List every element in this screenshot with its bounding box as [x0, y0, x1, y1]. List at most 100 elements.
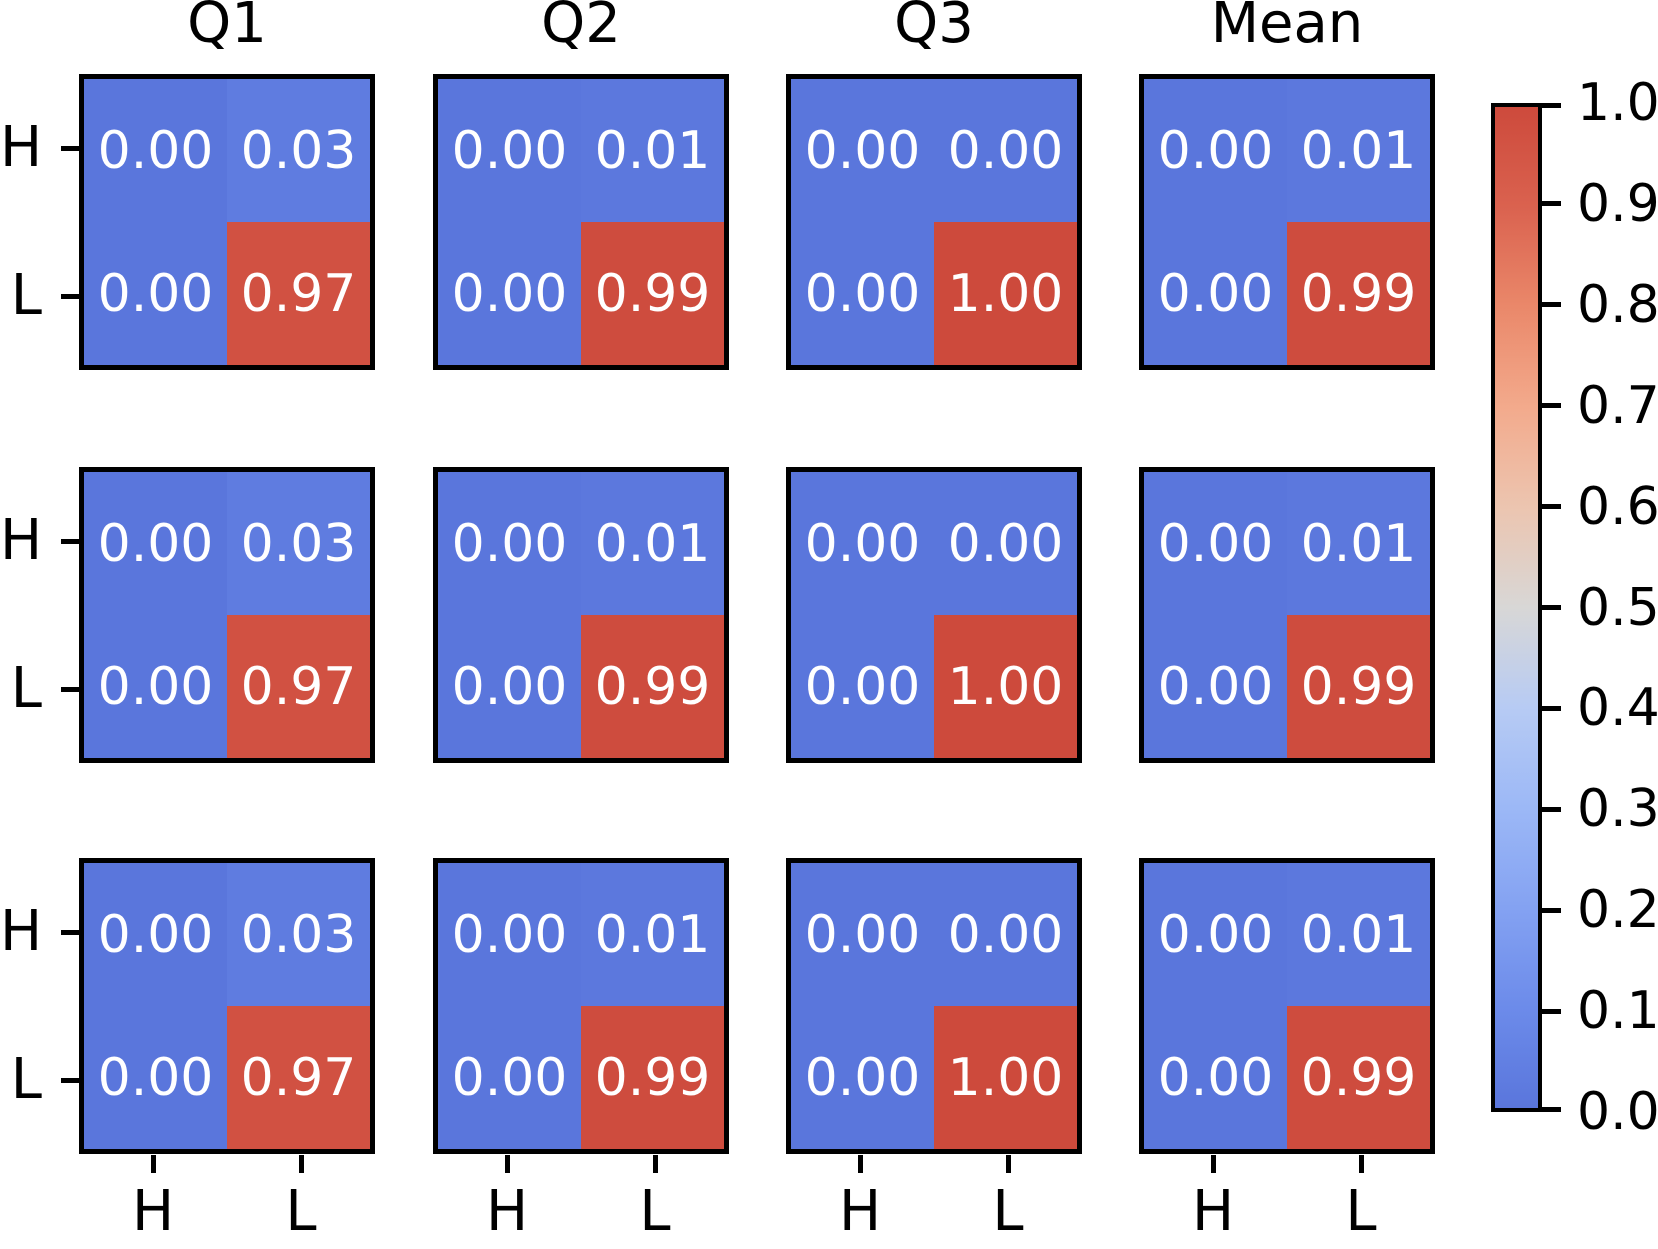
heatmap-cell-HH: 0.00	[438, 79, 581, 222]
heatmap-cell-LL: 1.00	[934, 1006, 1077, 1149]
cell-value: 0.01	[594, 904, 711, 965]
heatmap-cell-LH: 0.00	[791, 222, 934, 365]
x-tick-label-l-col3: L	[992, 1179, 1024, 1244]
heatmap-cell-LL: 0.99	[581, 615, 724, 758]
heatmap-cell-LL: 0.99	[1287, 1006, 1430, 1149]
heatmap-cell-LH: 0.00	[84, 1006, 227, 1149]
cell-value: 0.99	[594, 656, 711, 717]
heatmap-panel-row2-mean: 0.00 0.01 0.00 0.99	[1139, 467, 1435, 763]
cell-value: 0.00	[804, 263, 921, 324]
heatmap-cell-LH: 0.00	[438, 222, 581, 365]
colorbar-tick-mark	[1542, 403, 1561, 409]
heatmap-cell-HL: 0.01	[1287, 472, 1430, 615]
heatmap-panel-row1-q2: 0.00 0.01 0.00 0.99	[433, 74, 729, 370]
heatmap-cell-HL: 0.00	[934, 472, 1077, 615]
x-tick-mark	[150, 1155, 156, 1173]
cell-value: 0.03	[240, 120, 357, 181]
heatmap-panel-row3-q2: 0.00 0.01 0.00 0.99	[433, 858, 729, 1154]
x-tick-label-h-col3: H	[838, 1179, 882, 1244]
cell-value: 0.00	[451, 904, 568, 965]
heatmap-cell-LL: 0.99	[581, 1006, 724, 1149]
heatmap-cell-LH: 0.00	[84, 222, 227, 365]
cell-value: 0.99	[594, 263, 711, 324]
y-tick-label-l-row2: L	[10, 656, 42, 721]
cell-value: 0.03	[240, 904, 357, 965]
cell-value: 0.00	[947, 120, 1064, 181]
heatmap-cell-LH: 0.00	[438, 1006, 581, 1149]
heatmap-panel-row1-q3: 0.00 0.00 0.00 1.00	[786, 74, 1082, 370]
heatmap-cell-HL: 0.01	[581, 79, 724, 222]
heatmap-cell-HL: 0.01	[1287, 79, 1430, 222]
colorbar	[1491, 103, 1542, 1112]
cell-value: 0.00	[1157, 656, 1274, 717]
column-title-q1: Q1	[187, 0, 267, 56]
y-tick-mark	[61, 293, 79, 299]
colorbar-tick-mark	[1542, 302, 1561, 308]
cell-value: 0.00	[804, 120, 921, 181]
y-tick-label-l-row1: L	[10, 263, 42, 328]
cell-value: 0.01	[594, 120, 711, 181]
heatmap-cell-LL: 0.97	[227, 1006, 370, 1149]
column-title-q3: Q3	[894, 0, 974, 56]
x-tick-mark	[1358, 1155, 1364, 1173]
x-tick-mark	[1005, 1155, 1011, 1173]
x-tick-label-h-col4: H	[1191, 1179, 1235, 1244]
heatmap-panel-row3-q3: 0.00 0.00 0.00 1.00	[786, 858, 1082, 1154]
heatmap-panel-row1-mean: 0.00 0.01 0.00 0.99	[1139, 74, 1435, 370]
heatmap-cell-LH: 0.00	[1144, 1006, 1287, 1149]
cell-value: 1.00	[947, 1047, 1064, 1108]
heatmap-cell-HH: 0.00	[1144, 863, 1287, 1006]
y-tick-mark	[61, 929, 79, 935]
cell-value: 0.00	[804, 513, 921, 574]
cell-value: 0.00	[1157, 120, 1274, 181]
cell-value: 0.01	[1300, 120, 1417, 181]
x-tick-mark	[504, 1155, 510, 1173]
colorbar-tick-mark	[1542, 1107, 1561, 1112]
cell-value: 0.00	[97, 904, 214, 965]
x-tick-label-h-col1: H	[131, 1179, 175, 1244]
colorbar-tick-label-0.8: 0.8	[1577, 274, 1658, 335]
cell-value: 0.01	[1300, 513, 1417, 574]
heatmap-cell-HL: 0.03	[227, 472, 370, 615]
cell-value: 0.00	[451, 263, 568, 324]
cell-value: 0.01	[1300, 904, 1417, 965]
heatmap-cell-HL: 0.03	[227, 79, 370, 222]
x-tick-label-l-col1: L	[285, 1179, 317, 1244]
cell-value: 0.00	[1157, 513, 1274, 574]
y-tick-mark	[61, 1077, 79, 1083]
colorbar-tick-label-1.0: 1.0	[1577, 73, 1658, 133]
y-tick-label-h-row1: H	[0, 115, 43, 180]
colorbar-tick-mark	[1542, 504, 1561, 510]
column-title-mean: Mean	[1210, 0, 1364, 56]
heatmap-cell-LH: 0.00	[1144, 222, 1287, 365]
heatmap-cell-LH: 0.00	[84, 615, 227, 758]
cell-value: 0.00	[947, 904, 1064, 965]
heatmap-panel-row3-q1: 0.00 0.03 0.00 0.97	[79, 858, 375, 1154]
heatmap-panel-row3-mean: 0.00 0.01 0.00 0.99	[1139, 858, 1435, 1154]
cell-value: 0.00	[1157, 904, 1274, 965]
x-tick-mark	[652, 1155, 658, 1173]
cell-value: 0.00	[947, 513, 1064, 574]
heatmap-cell-LH: 0.00	[1144, 615, 1287, 758]
cell-value: 0.00	[1157, 1047, 1274, 1108]
heatmap-cell-LH: 0.00	[438, 615, 581, 758]
colorbar-tick-label-0.7: 0.7	[1577, 375, 1658, 436]
colorbar-tick-label-0.3: 0.3	[1577, 779, 1658, 840]
y-tick-mark	[61, 145, 79, 151]
colorbar-tick-mark	[1542, 907, 1561, 913]
cell-value: 0.97	[240, 656, 357, 717]
cell-value: 0.00	[97, 656, 214, 717]
colorbar-tick-mark	[1542, 201, 1561, 207]
heatmap-panel-row2-q2: 0.00 0.01 0.00 0.99	[433, 467, 729, 763]
heatmap-cell-HH: 0.00	[438, 863, 581, 1006]
cell-value: 0.99	[1300, 263, 1417, 324]
heatmap-cell-LL: 0.99	[581, 222, 724, 365]
heatmap-cell-HL: 0.01	[581, 863, 724, 1006]
heatmap-cell-HH: 0.00	[84, 863, 227, 1006]
heatmap-cell-HL: 0.01	[581, 472, 724, 615]
cell-value: 0.01	[594, 513, 711, 574]
cell-value: 0.99	[594, 1047, 711, 1108]
heatmap-cell-HL: 0.01	[1287, 863, 1430, 1006]
heatmap-cell-HH: 0.00	[791, 472, 934, 615]
heatmap-cell-HL: 0.03	[227, 863, 370, 1006]
